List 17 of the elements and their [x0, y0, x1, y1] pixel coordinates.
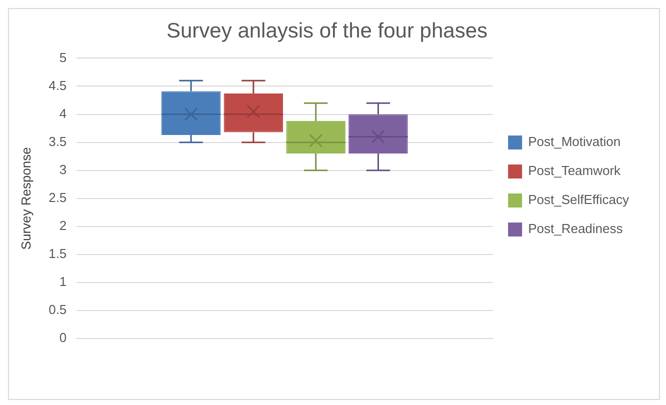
y-tick-label: 1.5	[48, 246, 67, 262]
chart-title: Survey anlaysis of the four phases	[166, 19, 488, 42]
legend-label: Post_Teamwork	[528, 163, 622, 178]
y-tick-label: 2.5	[48, 190, 67, 205]
y-tick-label: 3.5	[48, 134, 67, 149]
y-tick-label: 0.5	[48, 302, 67, 318]
legend-label: Post_SelfEfficacy	[528, 192, 630, 208]
legend-label: Post_Motivation	[528, 134, 621, 150]
legend-label: Post_Readiness	[528, 221, 624, 236]
y-tick-label: 2	[59, 218, 67, 234]
y-tick-label: 0	[59, 330, 67, 346]
y-axis-title: Survey Response	[18, 147, 34, 250]
y-tick-label: 5	[59, 50, 67, 65]
y-tick-label: 1	[59, 274, 67, 290]
y-tick-label: 4.5	[48, 78, 67, 93]
y-tick-label: 4	[59, 106, 67, 121]
y-tick-label: 3	[59, 162, 67, 177]
